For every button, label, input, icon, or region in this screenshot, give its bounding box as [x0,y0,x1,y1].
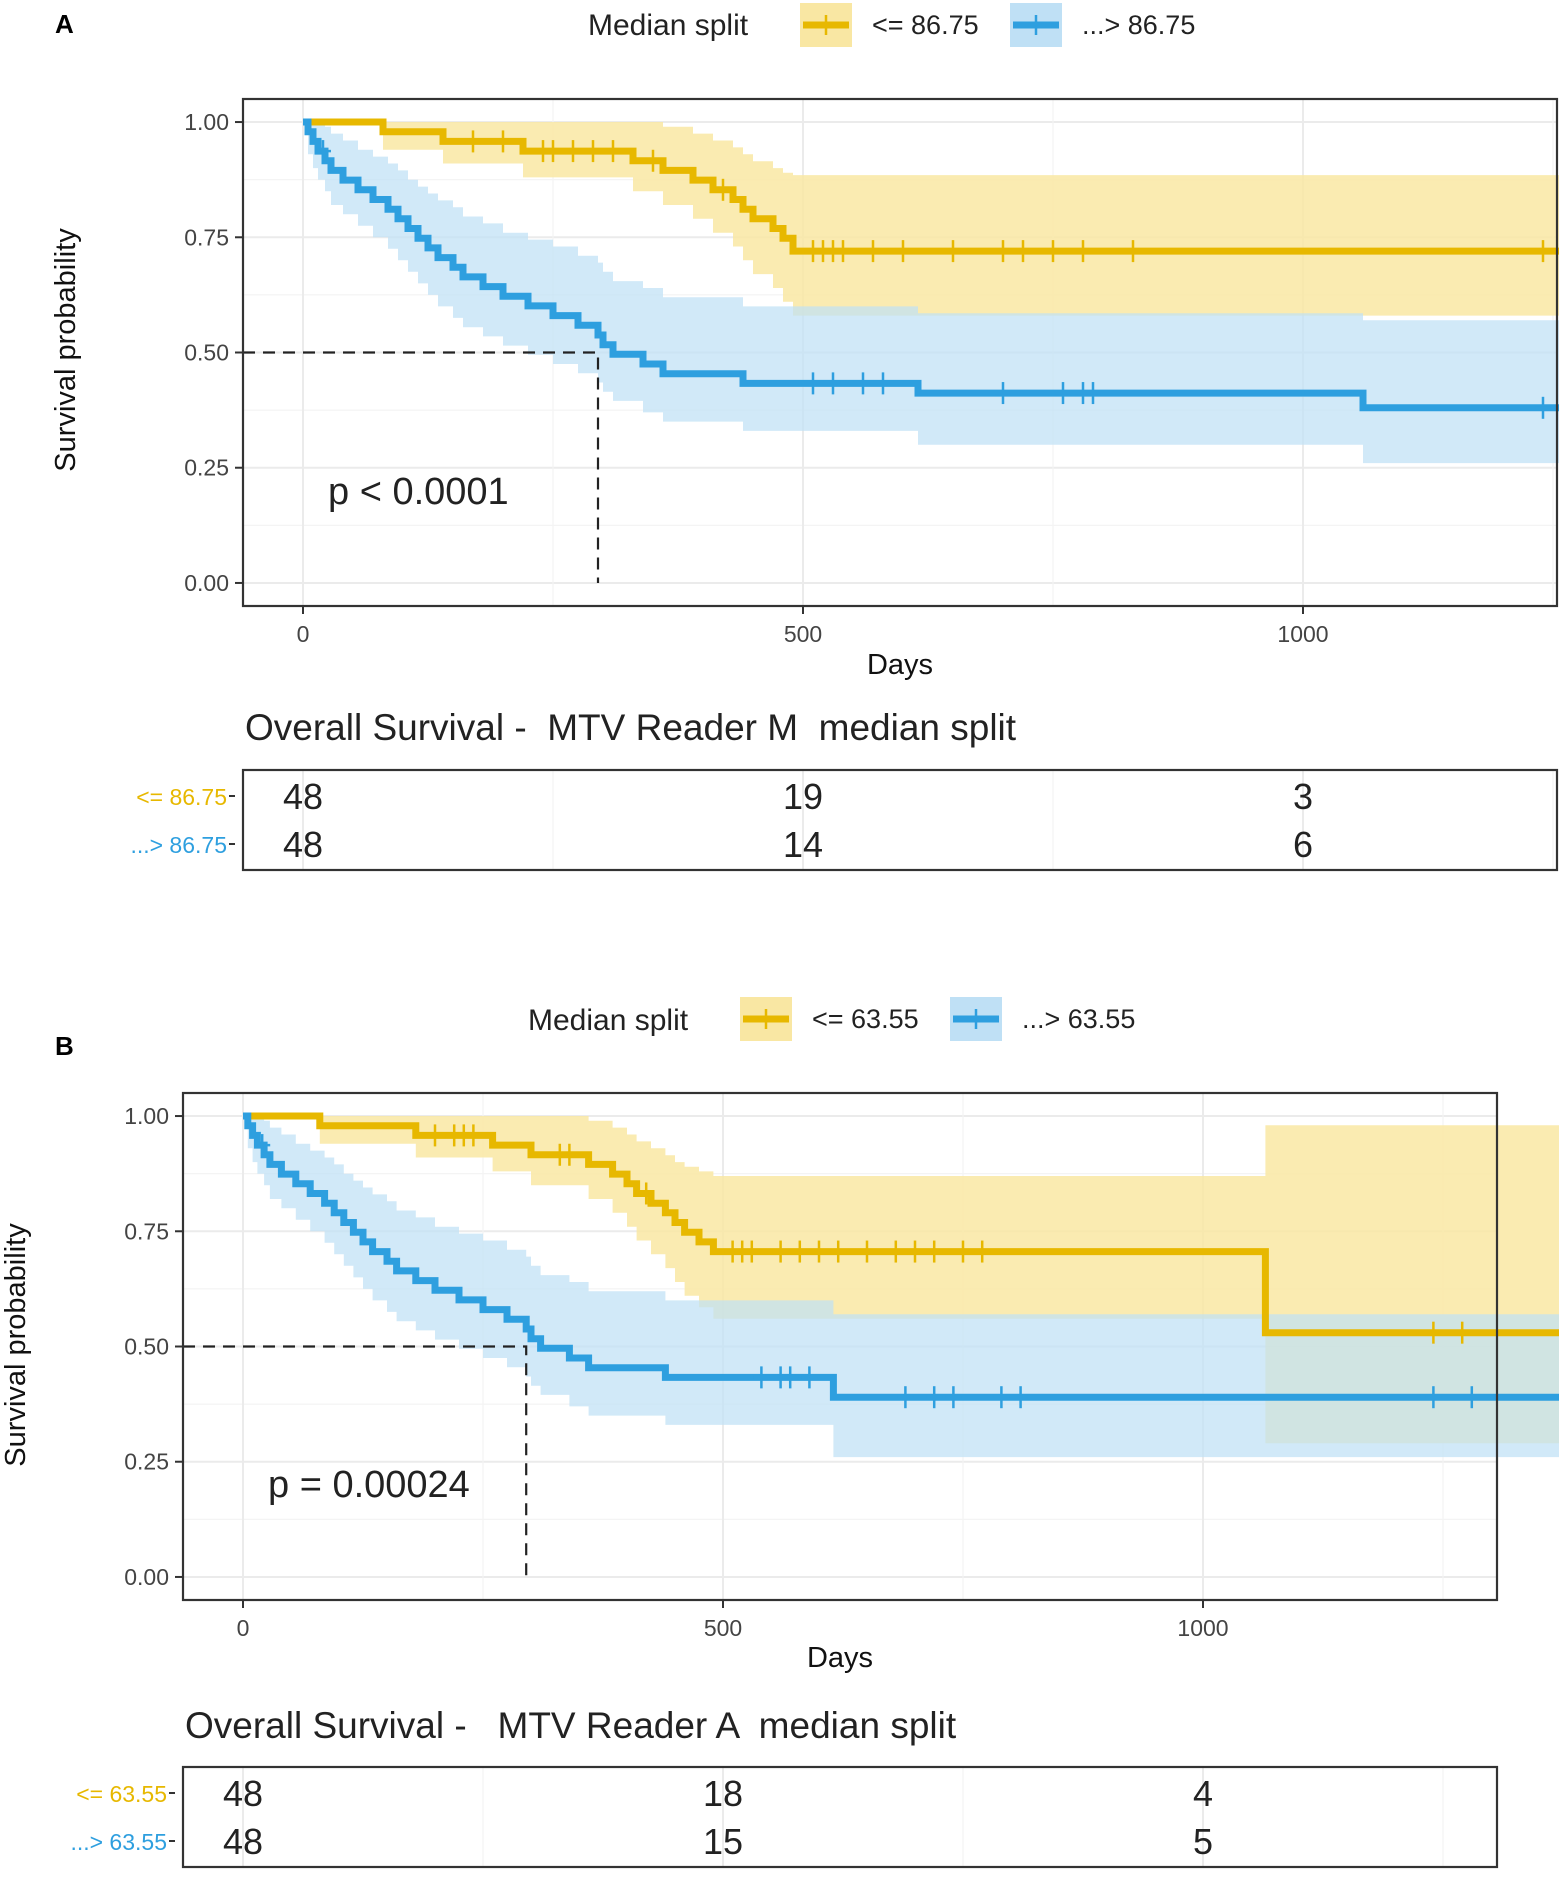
risk-row-label: <= 86.75 [136,784,227,810]
risk-count: 14 [783,824,823,865]
legend-label-low: <= 63.55 [812,1004,919,1034]
risk-table-background [243,770,1557,870]
y-tick-label: 0.00 [184,570,229,596]
risk-count: 48 [283,824,323,865]
legend-label-high: ...> 63.55 [1022,1004,1135,1034]
confidence-band [243,1116,1559,1444]
risk-count: 48 [283,776,323,817]
survival-curve [243,1112,1559,1337]
y-tick-label: 0.50 [184,340,229,366]
panel-a: A Median split <= 86.75 ...> 86.75 p < 0… [50,3,1559,872]
survival-curve [243,1112,1559,1401]
risk-count: 5 [1193,1821,1213,1862]
risk-count: 19 [783,776,823,817]
risk-count: 18 [703,1773,743,1814]
km-plot-a: p < 0.00010.000.250.500.751.000500100015… [184,97,1559,647]
risk-count: 6 [1293,824,1313,865]
y-axis-title: Survival probability [50,228,82,472]
risk-table-background [183,1767,1497,1867]
y-axis-title: Survival probability [0,1223,32,1467]
legend: Median split <= 86.75 ...> 86.75 [588,3,1195,47]
y-tick-label: 0.00 [124,1564,169,1590]
x-tick-label: 0 [297,621,310,647]
y-tick-label: 0.75 [184,224,229,250]
y-tick-label: 1.00 [124,1103,169,1129]
panel-letter: B [55,1031,74,1061]
legend: Median split <= 63.55 ...> 63.55 [528,997,1135,1041]
x-tick-label: 1000 [1177,1615,1228,1641]
risk-count: 15 [703,1821,743,1862]
x-tick-label: 1000 [1277,621,1328,647]
y-tick-label: 0.25 [184,455,229,481]
risk-table-b: <= 63.55481841...> 63.55481550 [70,1765,1499,1869]
y-tick-label: 0.75 [124,1218,169,1244]
confidence-band [303,122,1559,316]
x-axis-title: Days [867,649,933,681]
risk-count: 3 [1293,776,1313,817]
median-reference-line [243,351,600,583]
x-tick-label: 0 [237,1615,250,1641]
risk-count: 4 [1193,1773,1213,1814]
panel-b: B Median split <= 63.55 ...> 63.55 p = 0… [0,997,1559,1869]
y-tick-label: 0.25 [124,1449,169,1475]
legend-label-low: <= 86.75 [872,10,979,40]
legend-title: Median split [588,9,749,42]
p-value-label: p = 0.00024 [268,1464,470,1506]
survival-curve [303,118,1559,412]
risk-count: 48 [223,1773,263,1814]
panel-letter: A [55,9,74,39]
risk-row-label: ...> 63.55 [70,1829,167,1855]
median-reference-line [183,1345,528,1577]
p-value-label: p < 0.0001 [328,471,509,513]
x-tick-label: 500 [704,1615,742,1641]
x-axis-title: Days [807,1642,873,1674]
risk-row-label: <= 63.55 [76,1781,167,1807]
legend-label-high: ...> 86.75 [1082,10,1195,40]
risk-row-label: ...> 86.75 [130,832,227,858]
risk-table-a: <= 86.75481931...> 86.75481460 [130,768,1559,872]
y-tick-label: 0.50 [124,1334,169,1360]
y-tick-label: 1.00 [184,109,229,135]
confidence-band [303,122,1559,464]
legend-title: Median split [528,1004,689,1037]
km-plot-b: p = 0.000240.000.250.500.751.00050010001… [124,1091,1559,1641]
risk-table-title: Overall Survival - MTV Reader M median s… [245,707,1017,748]
x-tick-label: 500 [784,621,822,647]
risk-count: 48 [223,1821,263,1862]
confidence-band [243,1116,1559,1458]
survival-curve [303,118,1559,255]
risk-table-frame [181,1765,1499,1869]
risk-table-title: Overall Survival - MTV Reader A median s… [185,1705,957,1746]
risk-table-frame [241,768,1559,872]
